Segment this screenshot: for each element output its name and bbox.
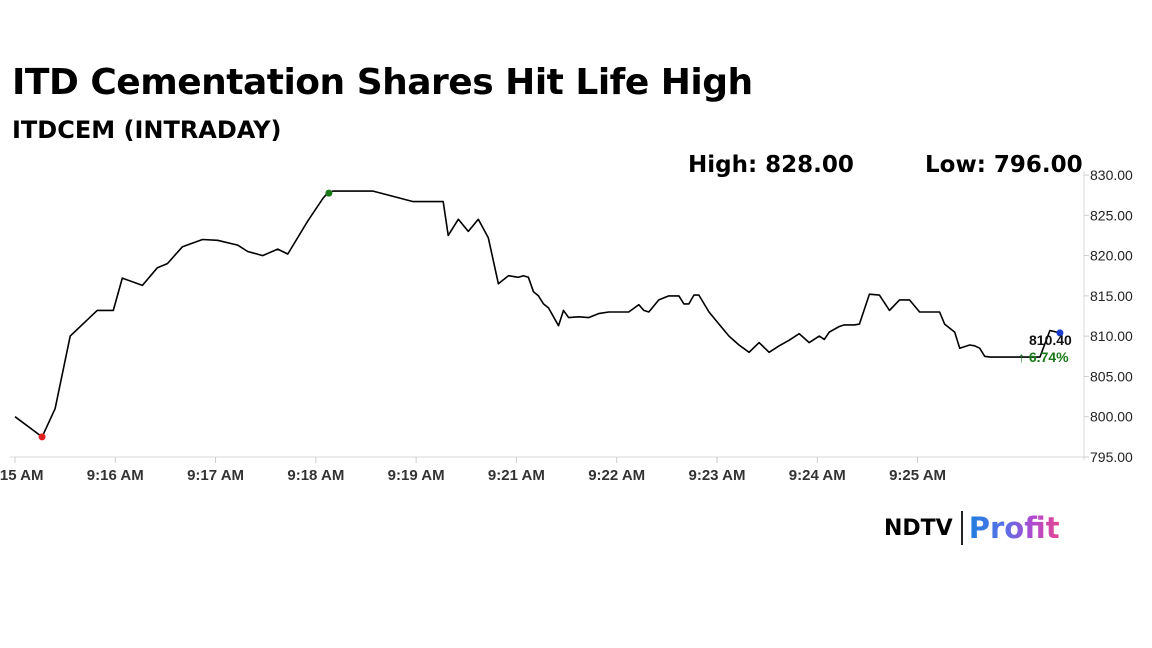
- y-tick-label: 795.00: [1090, 449, 1133, 465]
- x-tick-label: 9:19 AM: [388, 467, 445, 484]
- chart-axes: [10, 171, 1089, 463]
- y-tick-label: 825.00: [1090, 207, 1133, 223]
- ndtv-profit-logo: NDTV Profit: [884, 508, 1060, 548]
- y-tick-label: 820.00: [1090, 248, 1133, 264]
- y-tick-label: 830.00: [1090, 167, 1133, 183]
- change-percent-label: ↑ 6.74%: [1018, 349, 1069, 365]
- y-tick-label: 810.00: [1090, 328, 1133, 344]
- high-value: High: 828.00: [688, 152, 854, 178]
- x-tick-label: 9:18 AM: [287, 467, 344, 484]
- chart-title: ITD Cementation Shares Hit Life High: [12, 62, 753, 103]
- last-point-marker: [1056, 329, 1064, 337]
- chart-labels: 830.00 825.00 820.00 815.00 810.00 805.00 800.…: [0, 167, 1133, 484]
- chart-subtitle: ITDCEM (INTRADAY): [12, 116, 282, 144]
- x-tick-label: 9:25 AM: [889, 467, 946, 484]
- x-tick-label: 9:22 AM: [588, 467, 645, 484]
- price-line: [14, 190, 1061, 438]
- x-tick-label: 9:17 AM: [187, 467, 244, 484]
- low-value: Low: 796.00: [925, 152, 1083, 178]
- last-price-label: 810.40: [1029, 332, 1072, 348]
- ndtv-wordmark: NDTV: [884, 515, 953, 541]
- x-tick-label: 9:16 AM: [87, 467, 144, 484]
- y-tick-label: 800.00: [1090, 409, 1133, 425]
- chart-marks: [14, 189, 1064, 441]
- profit-wordmark: Profit: [968, 511, 1060, 545]
- x-tick-label: 9:24 AM: [789, 467, 846, 484]
- x-tick-label: 9:21 AM: [488, 467, 545, 484]
- x-tick-label: 9:15 AM: [0, 467, 43, 484]
- y-tick-label: 805.00: [1090, 368, 1133, 384]
- high-point-marker: [325, 189, 333, 197]
- logo-divider: [960, 511, 963, 545]
- x-tick-label: 9:23 AM: [688, 467, 745, 484]
- y-tick-label: 815.00: [1090, 288, 1133, 304]
- low-point-marker: [38, 433, 46, 441]
